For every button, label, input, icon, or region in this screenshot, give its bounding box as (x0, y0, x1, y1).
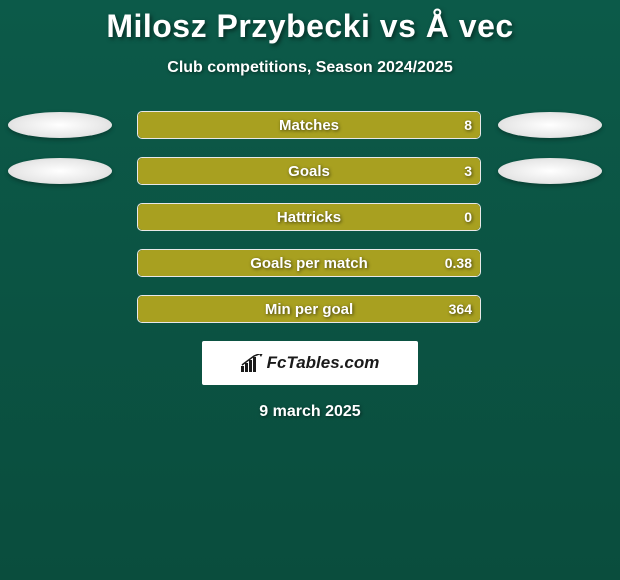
bar-track (137, 157, 481, 185)
page-subtitle: Club competitions, Season 2024/2025 (0, 59, 620, 77)
bar-fill (138, 112, 480, 138)
bar-track (137, 203, 481, 231)
bar-fill (138, 158, 480, 184)
stat-row: Goals3 (0, 157, 620, 185)
comparison-container: Milosz Przybecki vs Å vec Club competiti… (0, 0, 620, 421)
bar-track (137, 295, 481, 323)
stat-row: Min per goal364 (0, 295, 620, 323)
logo-content: FcTables.com (241, 353, 380, 373)
logo-text: FcTables.com (267, 353, 380, 373)
logo-box[interactable]: FcTables.com (202, 341, 418, 385)
stat-row: Matches8 (0, 111, 620, 139)
bar-track (137, 111, 481, 139)
bar-fill (138, 204, 480, 230)
stats-wrapper: Matches8 Goals3 Hattricks0 Goals per match0… (0, 111, 620, 323)
chart-icon (241, 354, 263, 372)
bar-fill (138, 250, 480, 276)
player-marker-left (8, 112, 112, 138)
page-title: Milosz Przybecki vs Å vec (0, 8, 620, 45)
bar-fill (138, 296, 480, 322)
player-marker-right (498, 112, 602, 138)
bar-track (137, 249, 481, 277)
stat-row: Goals per match0.38 (0, 249, 620, 277)
player-marker-left (8, 158, 112, 184)
player-marker-right (498, 158, 602, 184)
stat-row: Hattricks0 (0, 203, 620, 231)
date-text: 9 march 2025 (0, 403, 620, 421)
